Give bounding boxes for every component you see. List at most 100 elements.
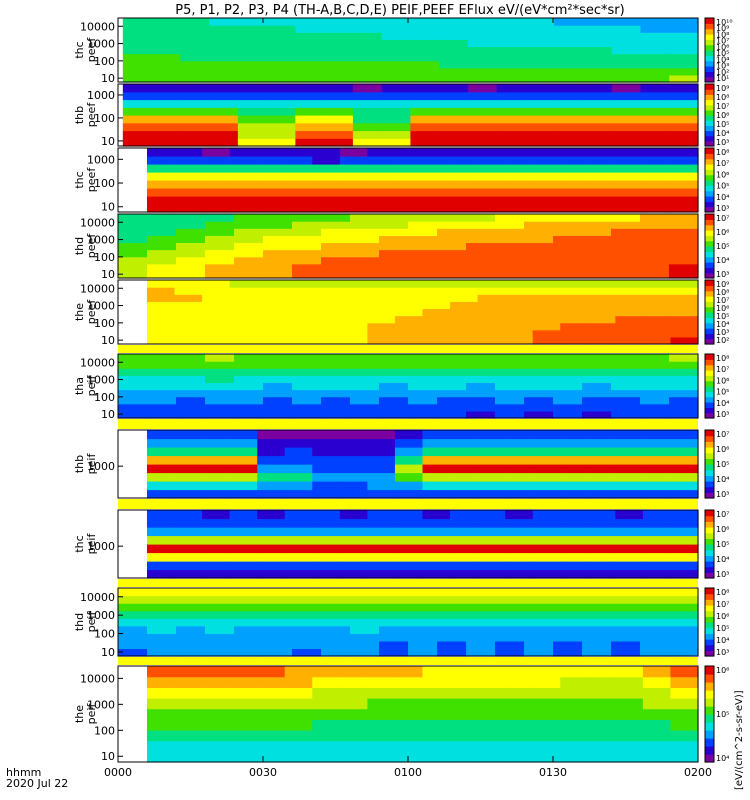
heatmap-cell xyxy=(408,389,438,398)
heatmap-cell xyxy=(394,489,424,499)
heatmap-cell xyxy=(670,569,699,579)
heatmap-cell xyxy=(615,164,644,173)
heatmap-cell xyxy=(321,354,351,362)
heatmap-cell xyxy=(118,588,148,597)
heatmap-cell xyxy=(394,472,424,482)
heatmap-cell xyxy=(394,552,424,562)
heatmap-cell xyxy=(284,322,313,331)
heatmap-cell xyxy=(209,67,239,76)
heatmap-cell xyxy=(229,294,258,302)
heatmap-cell xyxy=(466,603,496,612)
heatmap-cell xyxy=(408,235,438,244)
heatmap-cell xyxy=(381,115,412,124)
heatmap-cell xyxy=(611,270,641,279)
colorbar-swatch xyxy=(705,251,714,258)
colorbar-tick-label: 10³ xyxy=(716,62,729,71)
heatmap-cell xyxy=(263,375,293,384)
heatmap-cell xyxy=(209,18,239,26)
heatmap-cell xyxy=(151,130,181,139)
heatmap-cell xyxy=(615,561,644,571)
heatmap-cell xyxy=(611,32,642,40)
heatmap-cell xyxy=(524,640,554,650)
heatmap-cell xyxy=(292,354,322,362)
heatmap-cell xyxy=(339,719,368,731)
heatmap-cell xyxy=(640,640,670,650)
colorbar-swatch xyxy=(705,169,714,176)
colorbar-tick-label: 10⁷ xyxy=(716,365,729,374)
heatmap-cell xyxy=(205,242,235,251)
heatmap-cell xyxy=(229,301,258,310)
y-tick-label: 100 xyxy=(94,251,115,264)
heatmap-cell xyxy=(642,294,672,302)
heatmap-cell xyxy=(147,708,176,720)
heatmap-cell xyxy=(642,561,672,571)
heatmap-cell xyxy=(381,60,412,69)
panel-probe: thc xyxy=(73,535,86,552)
colorbar-swatch xyxy=(705,89,714,95)
heatmap-cell xyxy=(339,188,368,197)
heatmap-cell xyxy=(587,329,616,338)
heatmap-cell xyxy=(670,489,699,499)
heatmap-cell xyxy=(669,410,699,419)
heatmap-cell xyxy=(611,382,641,391)
heatmap-cell xyxy=(394,687,424,699)
heatmap-cell xyxy=(477,751,506,763)
heatmap-cell xyxy=(611,389,641,398)
heatmap-cell xyxy=(642,148,672,157)
heatmap-cell xyxy=(670,730,699,742)
heatmap-cell xyxy=(532,156,561,165)
heatmap-cell xyxy=(367,280,396,288)
heatmap-cell xyxy=(505,518,534,528)
heatmap-cell xyxy=(312,164,341,173)
heatmap-cell xyxy=(339,308,368,317)
heatmap-cell xyxy=(450,518,479,528)
heatmap-cell xyxy=(554,74,584,83)
colorbar-tick-label: 10⁸ xyxy=(716,354,729,363)
heatmap-cell xyxy=(408,603,438,612)
heatmap-cell xyxy=(350,410,380,419)
heatmap-cell xyxy=(422,196,451,205)
heatmap-cell xyxy=(587,740,616,752)
colorbar-swatch xyxy=(705,153,714,160)
heatmap-cell xyxy=(524,354,554,362)
heatmap-cell xyxy=(379,214,409,222)
heatmap-cell xyxy=(450,464,479,474)
heatmap-cell xyxy=(174,447,203,457)
heatmap-cell xyxy=(615,740,644,752)
heatmap-cell xyxy=(560,740,589,752)
heatmap-cell xyxy=(505,464,534,474)
colorbar-swatch xyxy=(705,458,714,465)
heatmap-cell xyxy=(321,396,351,405)
heatmap-cell xyxy=(477,172,506,181)
colorbar-tick-label: 10⁶ xyxy=(716,111,729,120)
heatmap-cell xyxy=(284,180,313,189)
colorbar-swatch xyxy=(705,230,714,236)
heatmap-cell xyxy=(367,569,396,579)
heatmap-cell xyxy=(408,256,438,265)
heatmap-cell xyxy=(611,214,641,222)
heatmap-cell xyxy=(350,640,380,650)
y-tick-label: 10000 xyxy=(80,216,115,229)
heatmap-cell xyxy=(477,188,506,197)
heatmap-cell xyxy=(532,510,561,520)
heatmap-cell xyxy=(408,242,438,251)
heatmap-cell xyxy=(339,172,368,181)
heatmap-cell xyxy=(176,214,206,222)
colorbar-tick-label: 10⁷ xyxy=(716,214,729,223)
heatmap-cell xyxy=(394,322,424,331)
heatmap-cell xyxy=(147,489,176,499)
heatmap-cell xyxy=(147,687,176,699)
heatmap-cell xyxy=(524,235,554,244)
heatmap-cell xyxy=(466,625,496,634)
heatmap-cell xyxy=(312,489,341,499)
heatmap-cell xyxy=(350,256,380,265)
heatmap-cell xyxy=(611,640,641,650)
heatmap-cell xyxy=(611,354,641,362)
heatmap-cell xyxy=(202,740,231,752)
heatmap-cell xyxy=(422,156,451,165)
heatmap-cell xyxy=(339,329,368,338)
x-tick-label: 0130 xyxy=(539,766,567,779)
heatmap-cell xyxy=(477,708,506,720)
heatmap-cell xyxy=(669,39,699,48)
